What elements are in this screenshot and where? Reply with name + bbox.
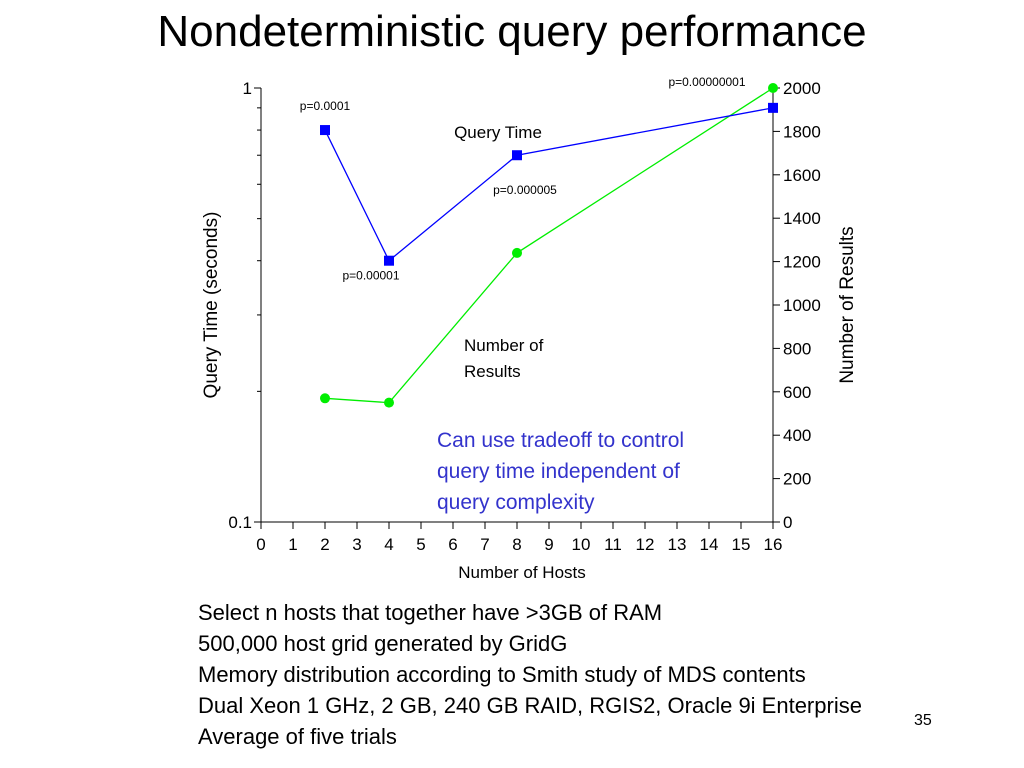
query-time-series-line xyxy=(324,107,774,262)
y-right-tick-label: 1400 xyxy=(783,209,821,228)
x-tick-label: 1 xyxy=(288,535,297,554)
x-tick-label: 0 xyxy=(256,535,265,554)
y-right-tick-label: 1600 xyxy=(783,166,821,185)
x-tick-label: 16 xyxy=(764,535,783,554)
x-tick-label: 14 xyxy=(700,535,719,554)
y-right-tick-label: 0 xyxy=(783,513,792,532)
results-point xyxy=(384,397,394,408)
p-value-label: p=0.000005 xyxy=(493,183,557,197)
y-right-tick-label: 1800 xyxy=(783,122,821,141)
y-right-tick-label: 1200 xyxy=(783,253,821,272)
results-series-line xyxy=(324,87,774,404)
y-left-tick-label: 1 xyxy=(243,79,252,98)
y-right-tick-label: 1000 xyxy=(783,296,821,315)
x-tick-label: 15 xyxy=(732,535,751,554)
y-right-tick-label: 600 xyxy=(783,383,811,402)
y-axis-left-title: Query Time (seconds) xyxy=(201,212,222,399)
results-series-label: Results xyxy=(464,362,521,381)
chart-labels: 0 1 2 3 4 5 6 7 8 9 10 11 12 13 14 15 160.11020040060080… xyxy=(201,75,858,582)
x-tick-label: 5 xyxy=(416,535,425,554)
query-time-point xyxy=(320,125,330,136)
bullet-list: Select n hosts that together have >3GB o… xyxy=(198,597,862,752)
bullet-item: 500,000 host grid generated by GridG xyxy=(198,631,568,656)
chart-axes xyxy=(254,87,780,529)
x-tick-label: 10 xyxy=(572,535,591,554)
annotation-line: Can use tradeoff to control xyxy=(437,429,684,452)
y-left-tick-label: 0.1 xyxy=(228,513,252,532)
x-tick-label: 9 xyxy=(544,535,553,554)
y-right-tick-label: 800 xyxy=(783,339,811,358)
x-tick-label: 2 xyxy=(320,535,329,554)
slide-title: Nondeterministic query performance xyxy=(157,7,867,56)
bullet-item: Average of five trials xyxy=(198,724,397,749)
x-tick-label: 6 xyxy=(448,535,457,554)
query-time-point xyxy=(384,255,394,266)
x-tick-label: 7 xyxy=(480,535,489,554)
annotation-line: query complexity xyxy=(437,491,595,514)
x-axis-title: Number of Hosts xyxy=(458,563,586,582)
y-right-tick-label: 2000 xyxy=(783,79,821,98)
page-number: 35 xyxy=(914,712,932,729)
results-point xyxy=(768,83,778,93)
x-tick-label: 12 xyxy=(636,535,655,554)
y-right-tick-label: 200 xyxy=(783,470,811,489)
x-tick-label: 3 xyxy=(352,535,361,554)
p-value-label: p=0.00001 xyxy=(342,269,399,283)
query-time-point xyxy=(512,150,522,161)
y-right-tick-label: 400 xyxy=(783,426,811,445)
bullet-item: Select n hosts that together have >3GB o… xyxy=(198,600,663,625)
p-value-label: p=0.0001 xyxy=(300,99,351,113)
x-tick-label: 13 xyxy=(668,535,687,554)
x-tick-label: 8 xyxy=(512,535,521,554)
bullet-item: Dual Xeon 1 GHz, 2 GB, 240 GB RAID, RGIS… xyxy=(198,693,862,718)
bullet-item: Memory distribution according to Smith s… xyxy=(198,662,806,687)
chart: 0 1 2 3 4 5 6 7 8 9 10 11 12 13 14 15 160.11020040060080… xyxy=(201,75,858,582)
x-tick-label: 4 xyxy=(384,535,393,554)
query-time-point xyxy=(768,102,778,113)
p-value-label: p=0.00000001 xyxy=(668,75,745,89)
results-series-label: Number of xyxy=(464,336,544,355)
y-axis-right-title: Number of Results xyxy=(837,226,858,383)
query-time-series-label: Query Time xyxy=(454,123,542,142)
results-point xyxy=(320,393,330,404)
results-point xyxy=(512,247,522,258)
x-tick-label: 11 xyxy=(604,535,622,554)
chart-series xyxy=(320,83,778,408)
annotation-line: query time independent of xyxy=(437,460,680,483)
